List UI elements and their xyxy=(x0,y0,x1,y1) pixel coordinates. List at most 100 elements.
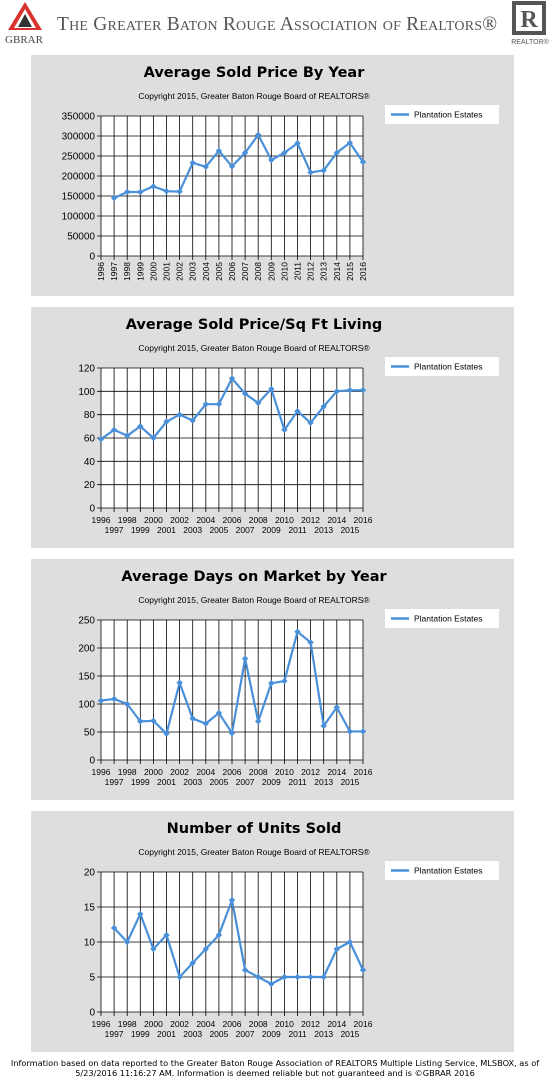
data-point xyxy=(359,386,367,394)
x-tick-label: 2004 xyxy=(201,262,211,281)
x-tick-label: 2010 xyxy=(275,515,294,525)
gbrar-logo-icon xyxy=(8,2,42,30)
data-point xyxy=(124,700,131,708)
x-tick-label: 2001 xyxy=(157,525,176,535)
data-point xyxy=(281,973,288,981)
x-tick-label: 1997 xyxy=(105,777,124,787)
data-point xyxy=(189,159,196,166)
data-point xyxy=(137,188,144,196)
x-tick-label: 2014 xyxy=(332,262,342,281)
data-point xyxy=(137,718,144,725)
y-tick-label: 250 xyxy=(78,616,95,627)
x-tick-label: 2016 xyxy=(354,515,373,525)
svg-text:R: R xyxy=(520,7,538,33)
data-point xyxy=(268,980,275,988)
legend-label: Plantation Estates xyxy=(414,110,483,120)
x-tick-label: 2004 xyxy=(196,1019,215,1029)
data-point xyxy=(241,390,249,397)
x-tick-label: 2012 xyxy=(301,767,320,777)
x-tick-label: 2010 xyxy=(275,1019,294,1029)
x-tick-label: 2007 xyxy=(240,262,250,281)
x-tick-label: 2004 xyxy=(196,515,215,525)
x-tick-label: 2013 xyxy=(314,1029,333,1039)
data-point xyxy=(268,156,275,164)
y-tick-label: 15 xyxy=(84,903,96,914)
x-tick-label: 1999 xyxy=(131,1029,150,1039)
x-tick-label: 2009 xyxy=(266,262,276,281)
chart-subtitle: Copyright 2015, Greater Baton Rouge Boar… xyxy=(138,847,370,857)
data-point xyxy=(110,924,118,932)
x-tick-label: 2003 xyxy=(183,1029,202,1039)
data-point xyxy=(268,385,275,393)
data-point xyxy=(215,147,223,154)
x-tick-label: 1996 xyxy=(92,767,111,777)
y-tick-label: 100 xyxy=(78,387,95,398)
x-tick-label: 2002 xyxy=(170,1019,189,1029)
x-tick-label: 2015 xyxy=(345,262,355,281)
data-point xyxy=(189,417,196,424)
x-tick-label: 1997 xyxy=(105,1029,124,1039)
data-point xyxy=(110,194,118,202)
y-tick-label: 120 xyxy=(78,364,95,375)
x-tick-label: 2014 xyxy=(327,1019,346,1029)
legend-box xyxy=(385,357,499,376)
chart-subtitle: Copyright 2015, Greater Baton Rouge Boar… xyxy=(138,91,370,101)
data-point xyxy=(163,418,170,425)
x-tick-label: 2011 xyxy=(288,777,307,787)
x-tick-label: 2005 xyxy=(209,777,228,787)
x-tick-label: 2001 xyxy=(162,262,172,281)
data-point xyxy=(346,938,354,946)
y-tick-label: 250000 xyxy=(62,152,96,163)
data-point xyxy=(255,973,262,981)
y-tick-label: 200 xyxy=(78,644,95,655)
chart-subtitle: Copyright 2015, Greater Baton Rouge Boar… xyxy=(138,343,370,353)
data-point xyxy=(333,149,340,156)
x-tick-label: 2004 xyxy=(196,767,215,777)
x-tick-label: 2000 xyxy=(148,262,158,281)
x-tick-label: 2003 xyxy=(183,525,202,535)
x-tick-label: 2010 xyxy=(275,767,294,777)
realtor-logo-icon: R REALTOR® xyxy=(511,1,550,46)
x-tick-label: 2013 xyxy=(314,777,333,787)
chart-panel-units-sold: Number of Units Sold Copyright 2015, Grea… xyxy=(31,811,514,1052)
y-tick-label: 150000 xyxy=(62,192,96,203)
data-point xyxy=(255,131,262,138)
x-tick-label: 2011 xyxy=(293,262,303,281)
page-header: GBRAR The Greater Baton Rouge Associatio… xyxy=(0,0,550,48)
x-tick-label: 1999 xyxy=(131,777,150,787)
x-tick-label: 2001 xyxy=(157,1029,176,1039)
chart-title: Average Sold Price By Year xyxy=(144,65,366,81)
y-tick-label: 0 xyxy=(89,756,95,767)
legend-box xyxy=(385,861,499,880)
y-tick-label: 20 xyxy=(84,480,96,491)
x-tick-label: 2008 xyxy=(249,767,268,777)
x-tick-label: 2008 xyxy=(249,515,268,525)
x-tick-label: 2014 xyxy=(327,767,346,777)
data-point xyxy=(228,729,236,737)
x-tick-label: 2003 xyxy=(183,777,202,787)
data-point xyxy=(163,730,170,737)
x-tick-label: 1996 xyxy=(96,262,106,281)
y-tick-label: 40 xyxy=(84,457,96,468)
data-point xyxy=(359,966,367,974)
x-tick-label: 2002 xyxy=(170,515,189,525)
x-tick-label: 2010 xyxy=(279,262,289,281)
data-point xyxy=(241,149,249,156)
data-point xyxy=(281,149,288,156)
legend-box xyxy=(385,609,499,628)
chart-panel-days-on-market: Average Days on Market by Year Copyright … xyxy=(31,559,514,800)
x-tick-label: 1998 xyxy=(118,767,137,777)
data-point xyxy=(228,896,236,904)
x-tick-label: 2012 xyxy=(306,262,316,281)
data-point xyxy=(110,426,118,434)
y-tick-label: 80 xyxy=(84,410,96,421)
x-tick-label: 1998 xyxy=(122,262,132,281)
data-point xyxy=(97,435,105,443)
y-tick-label: 0 xyxy=(89,504,95,515)
x-tick-label: 2009 xyxy=(262,525,281,535)
x-tick-label: 2007 xyxy=(236,777,255,787)
disclaimer-line-1: Information based on data reported to th… xyxy=(10,1058,540,1068)
chart-panel-price-sqft: Average Sold Price/Sq Ft Living Copyright… xyxy=(31,307,514,548)
x-tick-label: 2014 xyxy=(327,515,346,525)
chart-title: Average Sold Price/Sq Ft Living xyxy=(126,317,383,333)
